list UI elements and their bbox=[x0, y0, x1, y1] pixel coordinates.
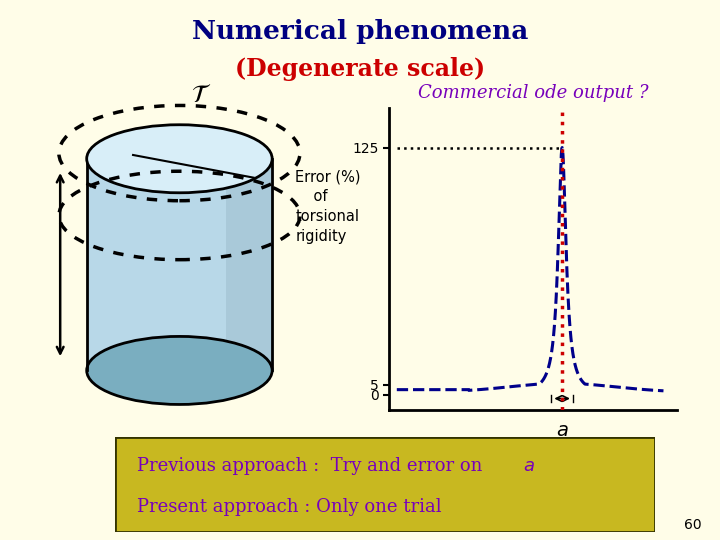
Text: (Degenerate scale): (Degenerate scale) bbox=[235, 57, 485, 80]
Ellipse shape bbox=[86, 336, 272, 404]
Polygon shape bbox=[86, 159, 272, 370]
Ellipse shape bbox=[86, 125, 272, 193]
Text: Previous approach :  Try and error on: Previous approach : Try and error on bbox=[137, 457, 488, 475]
Text: 60: 60 bbox=[685, 518, 702, 532]
Text: $a$: $a$ bbox=[556, 422, 569, 440]
Text: Present approach : Only one trial: Present approach : Only one trial bbox=[137, 498, 441, 516]
Text: Numerical phenomena: Numerical phenomena bbox=[192, 19, 528, 44]
Text: Commercial ode output ?: Commercial ode output ? bbox=[418, 84, 648, 102]
Text: $\mathcal{T}$: $\mathcal{T}$ bbox=[191, 83, 211, 107]
Text: $a$: $a$ bbox=[523, 457, 535, 475]
Polygon shape bbox=[226, 159, 272, 370]
FancyBboxPatch shape bbox=[115, 437, 655, 532]
Text: Error (%)
    of
torsional
rigidity: Error (%) of torsional rigidity bbox=[295, 170, 361, 244]
